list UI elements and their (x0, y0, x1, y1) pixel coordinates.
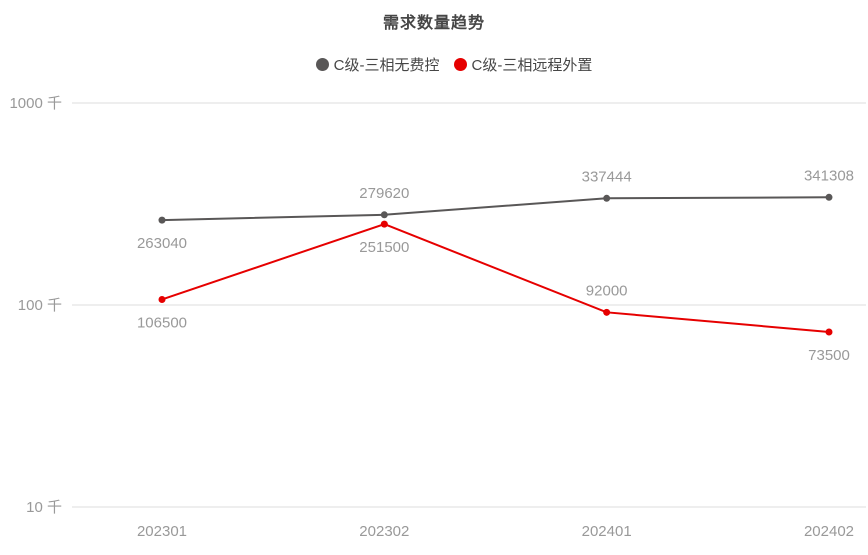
data-point[interactable] (380, 220, 388, 228)
data-label: 337444 (582, 168, 632, 185)
legend-item-series-0[interactable]: C级-三相无费控 (315, 54, 440, 75)
y-tick-label: 1000 千 (9, 95, 62, 112)
series-line (161, 223, 830, 334)
data-label: 73500 (808, 347, 850, 364)
legend-label: C级-三相远程外置 (471, 57, 593, 74)
data-label: 106500 (137, 314, 187, 331)
legend-label: C级-三相无费控 (333, 57, 440, 74)
data-point[interactable] (158, 295, 166, 303)
x-tick-label: 202402 (804, 523, 854, 540)
data-label: 92000 (586, 282, 628, 299)
legend-marker-icon (315, 58, 329, 71)
x-tick-label: 202301 (137, 523, 187, 540)
legend-item-series-1[interactable]: C级-三相远程外置 (453, 54, 593, 75)
y-tick-label: 100 千 (18, 297, 62, 314)
data-point[interactable] (825, 193, 833, 201)
data-point[interactable] (380, 211, 388, 219)
data-point[interactable] (603, 194, 611, 202)
data-point[interactable] (825, 328, 833, 336)
data-label: 279620 (359, 185, 409, 202)
x-tick-label: 202401 (582, 523, 632, 540)
legend: C级-三相无费控 C级-三相远程外置 (40, 54, 868, 75)
y-tick-label: 10 千 (26, 499, 62, 516)
data-label: 251500 (359, 239, 409, 256)
series-line (161, 196, 830, 222)
data-point[interactable] (158, 216, 166, 224)
data-label: 341308 (804, 167, 854, 184)
chart-title: 需求数量趋势 (382, 15, 485, 32)
legend-marker-icon (453, 58, 467, 71)
x-tick-label: 202302 (359, 523, 409, 540)
data-label: 263040 (137, 235, 187, 252)
data-point[interactable] (603, 308, 611, 316)
